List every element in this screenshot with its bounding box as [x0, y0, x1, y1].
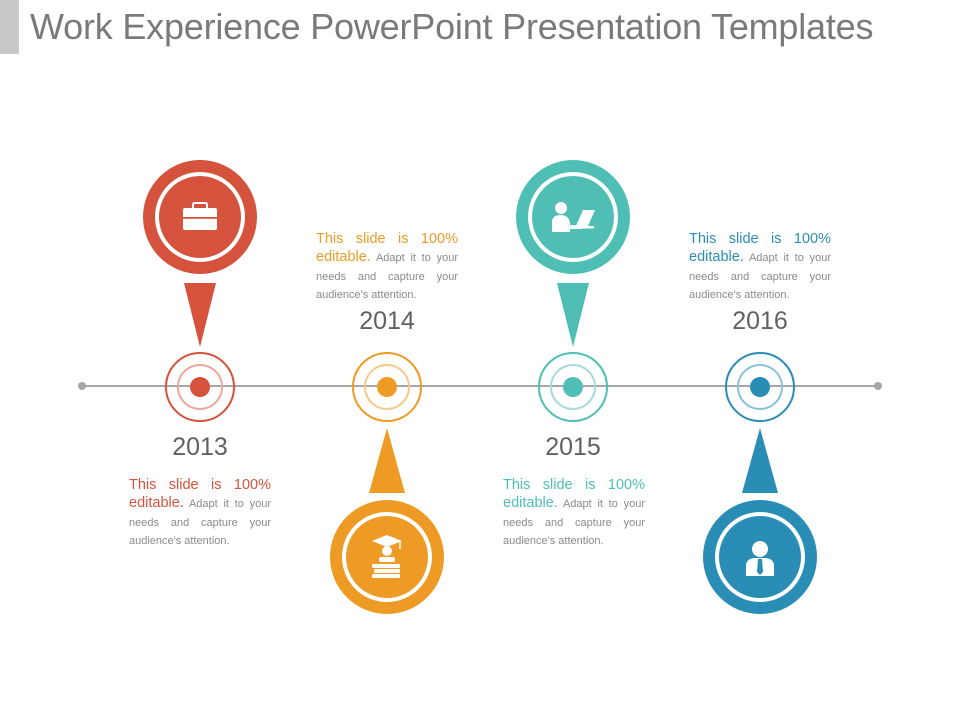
- target-ring-inner: [550, 364, 596, 410]
- timeline-start-dot: [78, 382, 86, 390]
- year-label-2014: 2014: [359, 307, 415, 335]
- businessman-icon: [746, 541, 774, 576]
- person-laptop-icon: [552, 202, 595, 232]
- milestone-2013-graphic: [143, 160, 257, 422]
- pointer-arrow-down: [557, 283, 589, 347]
- pointer-arrow-down: [184, 283, 216, 347]
- page-title: Work Experience PowerPoint Presentation …: [30, 6, 874, 47]
- description-highlight: This slide is 100% editable.: [689, 231, 831, 266]
- description-text: Adapt it to your needs and capture your …: [503, 498, 645, 548]
- year-label-2016: 2016: [732, 307, 788, 335]
- pointer-arrow-up: [742, 428, 778, 493]
- description-highlight: This slide is 100% editable.: [316, 231, 458, 266]
- pointer-arrow-up: [369, 428, 405, 493]
- year-label-2013: 2013: [172, 433, 228, 461]
- description-text: Adapt it to your needs and capture your …: [316, 252, 458, 302]
- target-dot: [750, 377, 770, 397]
- milestone-description-2015: This slide is 100% editable. Adapt it to…: [503, 476, 645, 550]
- target-dot: [190, 377, 210, 397]
- target-ring-outer: [725, 352, 795, 422]
- description-text: Adapt it to your needs and capture your …: [689, 252, 831, 302]
- milestone-2014-graphic: [330, 352, 444, 614]
- milestone-2016-graphic: [703, 352, 817, 614]
- target-ring-inner: [364, 364, 410, 410]
- description-highlight: This slide is 100% editable.: [129, 477, 271, 512]
- title-accent-bar: [0, 0, 19, 54]
- target-ring-outer: [352, 352, 422, 422]
- graduate-books-icon: [372, 535, 402, 578]
- milestone-description-2014: This slide is 100% editable. Adapt it to…: [316, 230, 458, 304]
- milestone-description-2016: This slide is 100% editable. Adapt it to…: [689, 230, 831, 304]
- target-ring-outer: [538, 352, 608, 422]
- target-ring-inner: [177, 364, 223, 410]
- milestone-description-2013: This slide is 100% editable. Adapt it to…: [129, 476, 271, 550]
- description-highlight: This slide is 100% editable.: [503, 477, 645, 512]
- milestone-2015-graphic: [516, 160, 630, 422]
- timeline-end-dot: [874, 382, 882, 390]
- target-dot: [563, 377, 583, 397]
- briefcase-icon: [183, 202, 217, 230]
- target-ring-inner: [737, 364, 783, 410]
- target-ring-outer: [165, 352, 235, 422]
- year-label-2015: 2015: [545, 433, 601, 461]
- description-text: Adapt it to your needs and capture your …: [129, 498, 271, 548]
- target-dot: [377, 377, 397, 397]
